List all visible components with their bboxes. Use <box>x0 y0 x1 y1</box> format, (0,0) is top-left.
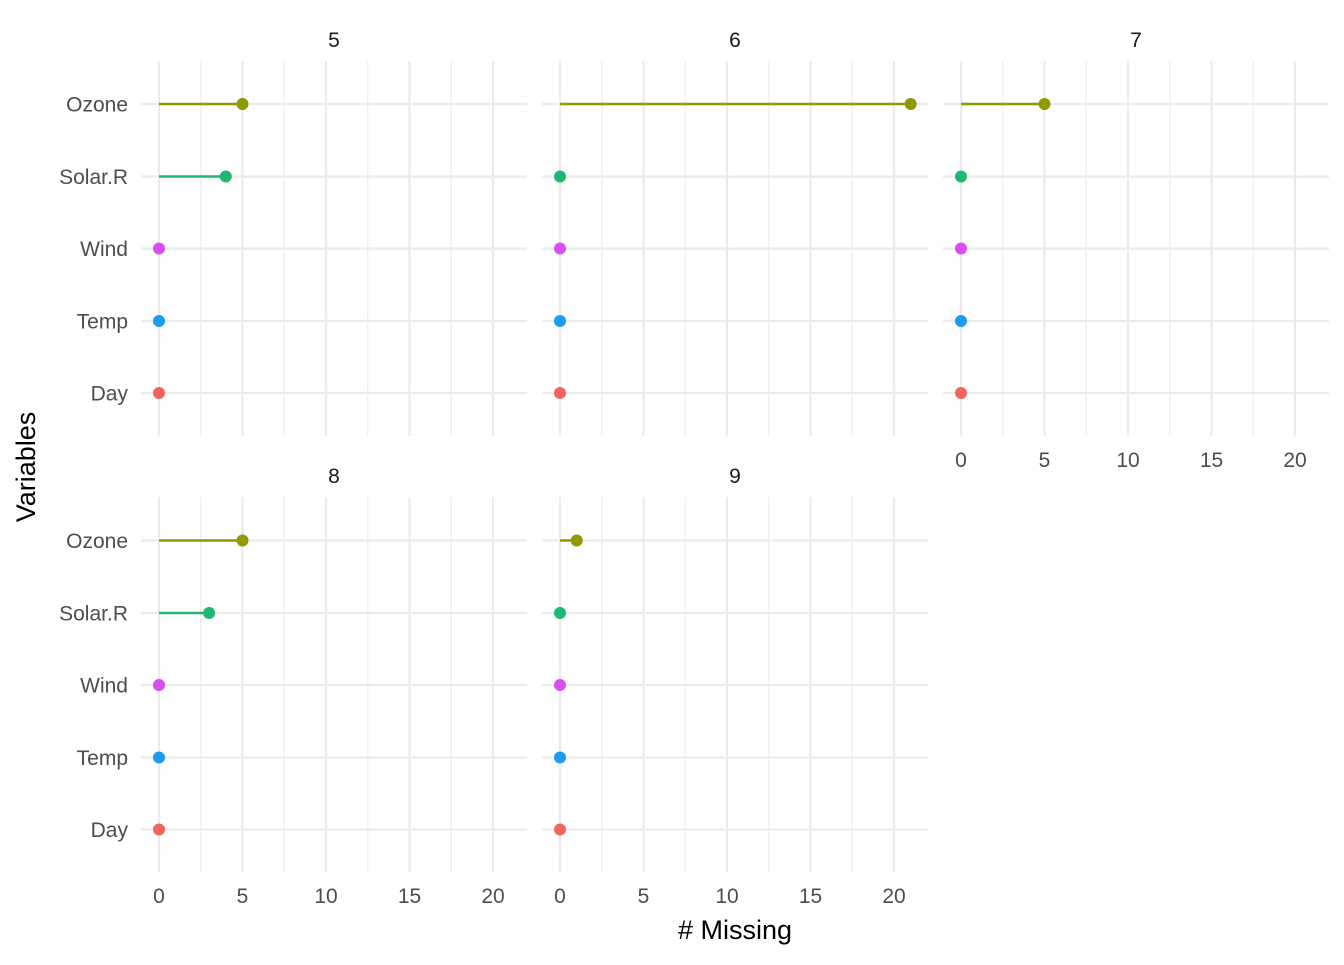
lollipop-point <box>904 98 917 110</box>
x-tick-label: 20 <box>1283 449 1306 472</box>
panel-5: 5 Ozone Solar.R Wind Temp Day <box>59 29 527 436</box>
y-tick-label: Wind <box>80 675 128 698</box>
x-tick-label: 15 <box>1200 449 1223 472</box>
x-tick-label: 20 <box>882 885 905 908</box>
lollipop-point <box>219 170 232 183</box>
panel-7: 7 0 5 10 15 20 <box>943 29 1329 472</box>
y-tick-label: Ozone <box>66 94 128 117</box>
x-tick-label: 5 <box>638 885 650 908</box>
y-tick-label: Day <box>91 819 129 842</box>
lollipop-point <box>1038 98 1051 110</box>
y-tick-label: Day <box>91 383 129 406</box>
x-axis-title: # Missing <box>678 915 792 945</box>
lollipop-point <box>153 387 165 399</box>
panel-6: 6 <box>542 29 928 436</box>
lollipop-point <box>554 607 566 619</box>
y-tick-label: Temp <box>77 311 128 334</box>
y-tick-label: Wind <box>80 238 128 261</box>
x-tick-label: 10 <box>715 885 738 908</box>
lollipop-point <box>554 242 566 255</box>
panel-strip-label: 5 <box>328 29 340 52</box>
lollipop-point <box>955 387 967 399</box>
x-tick-label: 0 <box>554 885 566 908</box>
lollipop-point <box>153 242 165 255</box>
lollipop-point <box>153 751 165 764</box>
lollipop-point <box>236 98 249 110</box>
panel-strip-label: 8 <box>328 465 340 488</box>
lollipop-point <box>554 387 566 399</box>
lollipop-point <box>203 607 216 619</box>
panel-strip-label: 6 <box>729 29 741 52</box>
x-tick-label: 15 <box>398 885 421 908</box>
y-tick-label: Temp <box>77 747 128 770</box>
lollipop-point <box>554 751 566 764</box>
lollipop-point <box>570 534 583 547</box>
lollipop-point <box>153 823 165 836</box>
x-tick-label: 20 <box>481 885 504 908</box>
lollipop-point <box>955 315 967 327</box>
x-tick-label: 10 <box>1116 449 1139 472</box>
lollipop-point <box>554 823 566 836</box>
panel-9: 9 0 5 10 15 20 <box>542 465 928 908</box>
lollipop-point <box>153 315 165 327</box>
lollipop-point <box>554 315 566 327</box>
lollipop-point <box>554 170 566 183</box>
y-tick-label: Ozone <box>66 530 128 553</box>
panel-strip-label: 9 <box>729 465 741 488</box>
lollipop-point <box>554 679 566 691</box>
x-tick-label: 5 <box>237 885 249 908</box>
y-tick-label: Solar.R <box>59 603 128 626</box>
y-tick-label: Solar.R <box>59 166 128 189</box>
lollipop-point <box>236 534 249 547</box>
y-axis-title: Variables <box>11 412 41 523</box>
lollipop-point <box>153 679 165 691</box>
x-tick-label: 10 <box>314 885 337 908</box>
x-tick-label: 0 <box>955 449 967 472</box>
x-tick-label: 0 <box>153 885 165 908</box>
x-tick-label: 15 <box>799 885 822 908</box>
lollipop-point <box>955 242 967 255</box>
panel-8: 8 Ozone Solar.R Wind Temp Day 0 5 10 15 20 <box>59 465 527 908</box>
x-tick-label: 5 <box>1039 449 1051 472</box>
lollipop-point <box>955 170 967 183</box>
panel-strip-label: 7 <box>1130 29 1142 52</box>
